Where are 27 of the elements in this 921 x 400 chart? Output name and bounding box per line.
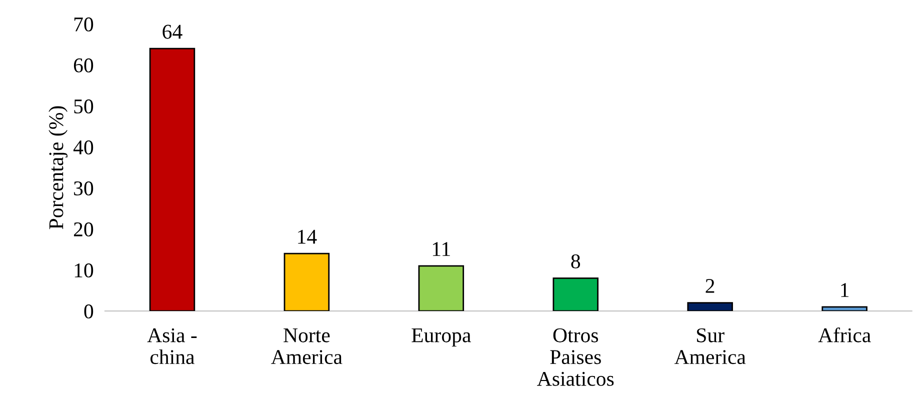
data-label: 11: [432, 242, 450, 256]
x-tick-label: Otros Paises Asiaticos: [537, 328, 614, 386]
data-label: 1: [841, 283, 849, 297]
bar: [822, 306, 868, 311]
y-tick-label: 30: [74, 181, 94, 196]
x-tick-label: Europa: [412, 328, 471, 347]
x-tick-label: Africa: [818, 327, 871, 342]
bar: [687, 302, 733, 311]
bar: [418, 265, 464, 311]
bar: [149, 48, 196, 311]
x-tick-label: Sur America: [674, 328, 746, 364]
bar: [552, 278, 599, 311]
y-tick-label: 10: [74, 263, 94, 278]
x-tick-label: Asia - china: [147, 328, 197, 364]
data-label: 64: [162, 24, 182, 39]
data-label: 2: [706, 279, 714, 293]
y-tick-label: 50: [74, 99, 94, 114]
data-label: 8: [571, 254, 580, 268]
y-axis-title: Porcentaje (%): [48, 106, 68, 230]
y-tick-label: 40: [73, 140, 94, 154]
x-tick-label: Norte America: [271, 328, 342, 364]
y-tick-label: 60: [74, 58, 94, 72]
data-label: 14: [298, 230, 317, 244]
bar: [284, 252, 330, 311]
y-tick-label: 0: [84, 304, 94, 318]
y-tick-label: 20: [74, 222, 94, 236]
y-tick-label: 70: [74, 17, 94, 32]
